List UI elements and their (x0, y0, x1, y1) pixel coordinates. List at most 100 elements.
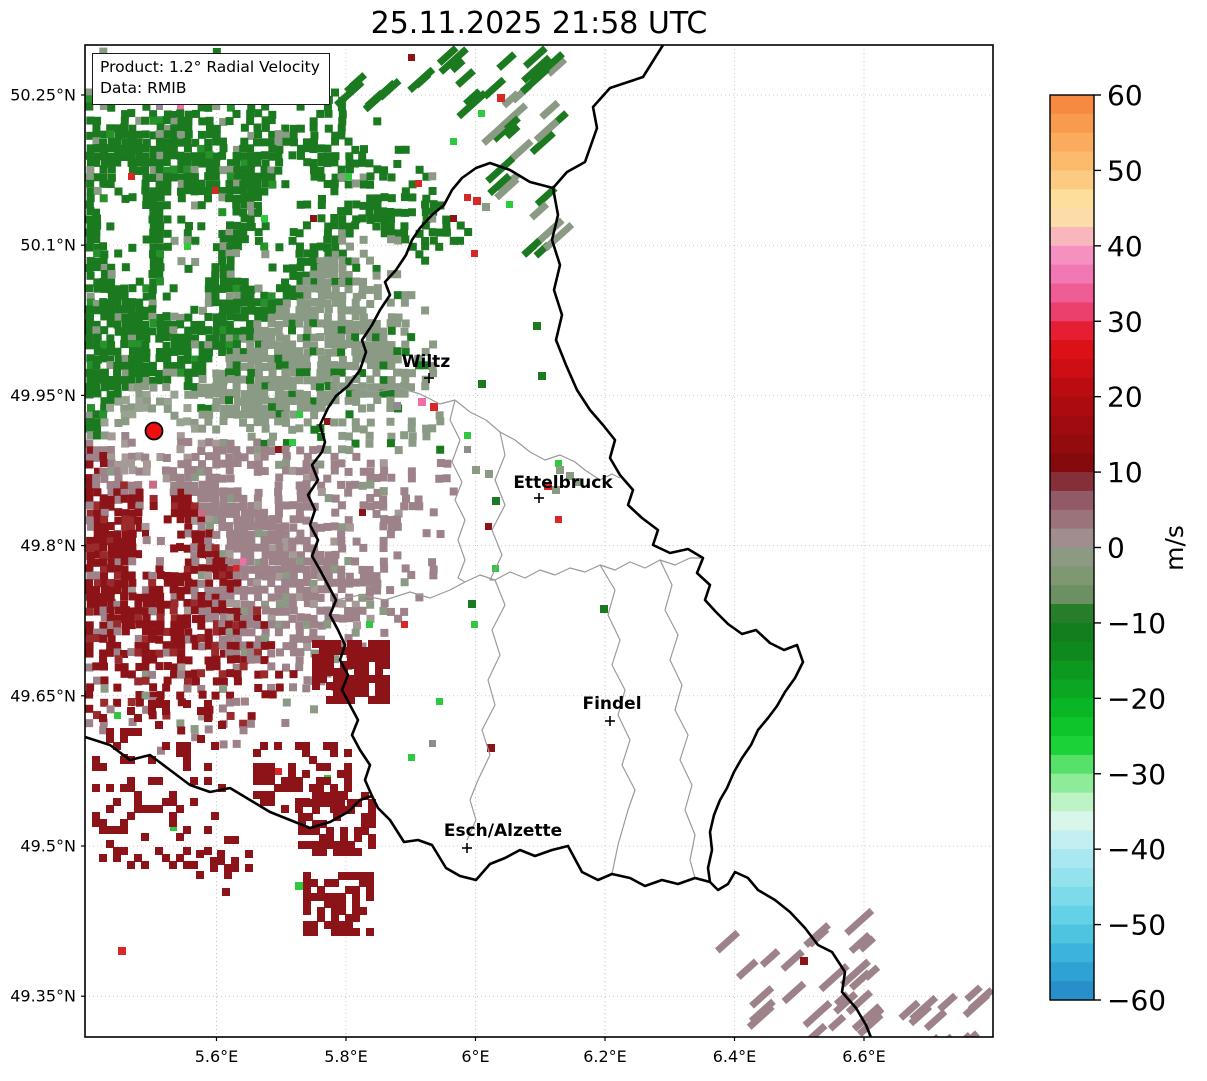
velocity-bin (211, 544, 220, 553)
velocity-bin (190, 320, 199, 329)
colorbar-band (1050, 95, 1094, 115)
velocity-bin (99, 452, 108, 461)
velocity-bin (338, 256, 347, 265)
velocity-bin (120, 572, 129, 581)
velocity-bin (226, 347, 235, 356)
velocity-bin (274, 585, 283, 594)
velocity-bin (303, 418, 312, 427)
velocity-bin (326, 841, 334, 849)
velocity-bin (211, 593, 220, 602)
velocity-bin (337, 501, 346, 510)
velocity-bin (274, 347, 283, 356)
velocity-bin (169, 144, 178, 153)
velocity-bin (368, 799, 376, 807)
velocity-bin (197, 571, 206, 580)
velocity-bin (155, 334, 164, 343)
velocity-bin (204, 707, 212, 715)
velocity-bin (197, 383, 206, 392)
velocity-bin (205, 557, 214, 566)
velocity-bin (366, 879, 374, 887)
velocity-bin (211, 382, 220, 391)
velocity-bin (183, 599, 192, 608)
velocity-bin (113, 158, 122, 167)
velocity-bin (162, 854, 170, 862)
velocity-bin (288, 376, 297, 385)
velocity-bin (303, 452, 312, 461)
velocity-bin (149, 116, 158, 125)
velocity-bin (326, 827, 334, 835)
velocity-bin (247, 299, 256, 308)
velocity-bin (121, 627, 130, 636)
velocity-bin (107, 285, 116, 294)
velocity-bin (323, 585, 332, 594)
velocity-bin (352, 928, 360, 936)
velocity-bin (142, 571, 151, 580)
velocity-bin (358, 151, 367, 160)
velocity-bin (106, 593, 115, 602)
velocity-bin (317, 158, 326, 167)
velocity-bin (421, 221, 430, 230)
velocity-bin (184, 326, 193, 335)
velocity-bin (85, 439, 94, 448)
velocity-bin (303, 872, 311, 880)
velocity-bin (225, 341, 234, 350)
velocity-bin (184, 186, 193, 195)
velocity-bin (394, 509, 403, 518)
velocity-bin (86, 431, 95, 440)
velocity-bin (331, 396, 340, 405)
velocity-bin (218, 721, 226, 729)
velocity-bin (408, 502, 417, 511)
velocity-bin (422, 424, 431, 433)
velocity-bin (127, 698, 136, 707)
velocity-bin (316, 257, 325, 266)
velocity-bin (121, 376, 130, 385)
velocity-bin (177, 340, 186, 349)
velocity-bin (204, 341, 213, 350)
velocity-bin (323, 445, 332, 454)
velocity-bin (128, 509, 137, 518)
velocity-bin (212, 376, 221, 385)
velocity-bin (261, 116, 270, 125)
velocity-bin (268, 432, 277, 441)
velocity-bin (183, 382, 192, 391)
velocity-bin (170, 593, 179, 602)
velocity-bin (128, 131, 137, 140)
velocity-bin (190, 551, 199, 560)
velocity-bin (148, 158, 157, 167)
luxembourg-border (306, 161, 805, 888)
velocity-bin (149, 376, 158, 385)
velocity-bin (338, 215, 347, 224)
velocity-bin (218, 193, 227, 202)
velocity-bin (225, 466, 234, 475)
velocity-bin (246, 557, 255, 566)
velocity-bin (156, 151, 165, 160)
velocity-bin (177, 158, 186, 167)
velocity-bin (331, 277, 340, 286)
colorbar-band (1050, 754, 1094, 775)
velocity-bin (134, 728, 142, 736)
velocity-bin (429, 571, 438, 580)
velocity-bin (254, 361, 263, 370)
velocity-bin (310, 893, 318, 901)
velocity-bin (330, 565, 339, 574)
velocity-bin (253, 446, 262, 455)
velocity-bin (288, 361, 297, 370)
velocity-bin (204, 826, 212, 834)
colorbar-band (1050, 566, 1094, 586)
velocity-bin (449, 236, 458, 245)
velocity-bin (268, 369, 277, 378)
velocity-bin (261, 572, 270, 581)
velocity-bin (337, 459, 346, 468)
velocity-bin (330, 382, 339, 391)
velocity-bin (387, 326, 396, 335)
velocity-bin (106, 390, 115, 399)
velocity-bin (170, 824, 177, 831)
colorbar-band (1050, 717, 1094, 737)
velocity-bin (393, 383, 402, 392)
velocity-bin (261, 565, 270, 574)
velocity-bin (275, 523, 284, 532)
velocity-bin (107, 263, 116, 272)
velocity-bin (191, 236, 200, 245)
velocity-bin (354, 848, 362, 856)
velocity-bin (344, 361, 353, 370)
